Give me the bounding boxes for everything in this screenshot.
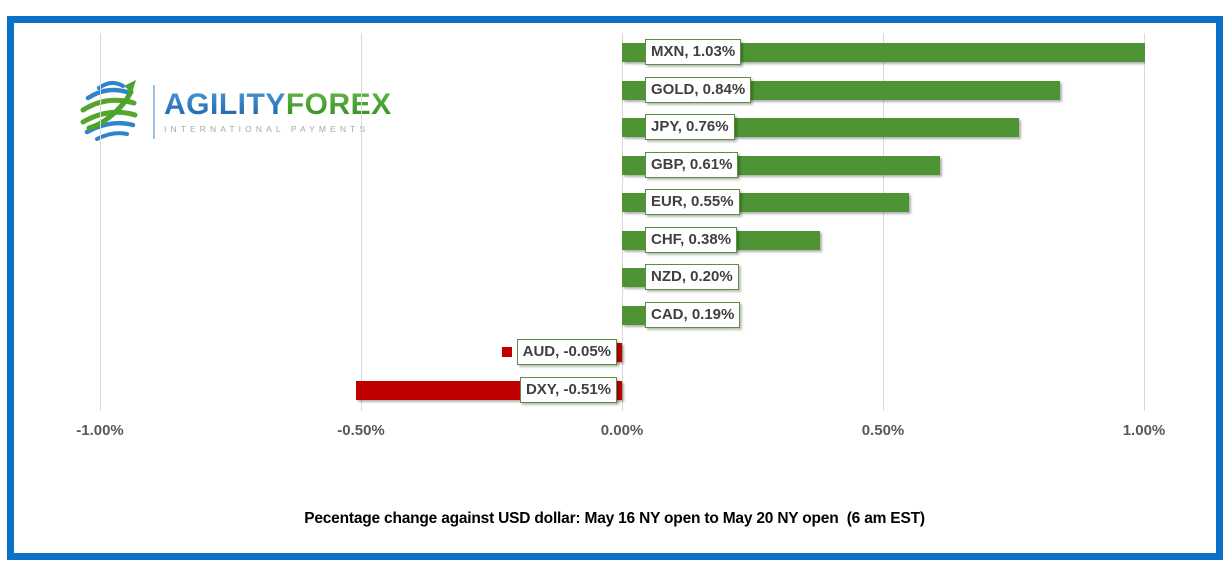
bar xyxy=(622,43,1145,62)
bar-value-label: MXN, 1.03% xyxy=(645,39,742,65)
x-axis-tick-label: 0.00% xyxy=(600,422,644,439)
bar-value-label: GOLD, 0.84% xyxy=(645,77,752,103)
agilityforex-logo: AGILITYFOREX INTERNATIONAL PAYMENTS xyxy=(72,74,398,149)
brand-tagline: INTERNATIONAL PAYMENTS xyxy=(164,123,370,134)
bar-value-label: CHF, 0.38% xyxy=(645,227,738,253)
gridline xyxy=(883,33,884,411)
x-axis-tick-label: 0.50% xyxy=(861,422,905,439)
bar-value-label: EUR, 0.55% xyxy=(645,189,740,215)
bar-value-label: CAD, 0.19% xyxy=(645,302,741,328)
legend-key xyxy=(630,310,640,320)
gridline xyxy=(361,33,362,411)
legend-key xyxy=(630,197,640,207)
x-axis-tick-label: 1.00% xyxy=(1122,422,1166,439)
brand-name-agility: AGILITY xyxy=(164,87,286,121)
legend-key xyxy=(505,385,515,395)
legend-key xyxy=(630,235,640,245)
brand-name-forex: FOREX xyxy=(285,87,392,121)
x-axis-tick-label: -1.00% xyxy=(76,422,124,439)
legend-key xyxy=(630,85,640,95)
legend-key xyxy=(630,160,640,170)
chart-title: Pecentage change against USD dollar: May… xyxy=(304,510,925,527)
gridline xyxy=(1144,33,1145,411)
legend-key xyxy=(502,347,512,357)
globe-arrow-icon xyxy=(74,76,146,147)
legend-key xyxy=(630,122,640,132)
x-axis-tick-label: -0.50% xyxy=(337,422,385,439)
bar-value-label: JPY, 0.76% xyxy=(645,114,735,140)
legend-key xyxy=(630,47,640,57)
brand-name: AGILITYFOREX xyxy=(164,87,392,121)
bar-value-label: AUD, -0.05% xyxy=(516,339,617,365)
logo-divider xyxy=(153,84,155,139)
bar-value-label: NZD, 0.20% xyxy=(645,264,739,290)
gridline xyxy=(100,33,101,411)
bar-value-label: DXY, -0.51% xyxy=(519,377,617,403)
legend-key xyxy=(630,272,640,282)
plot-area: MXN, 1.03% GOLD, 0.84% JPY, 0.76% GBP, 0.61… xyxy=(100,33,1145,411)
bar-value-label: GBP, 0.61% xyxy=(645,152,739,178)
gridline xyxy=(622,33,623,411)
